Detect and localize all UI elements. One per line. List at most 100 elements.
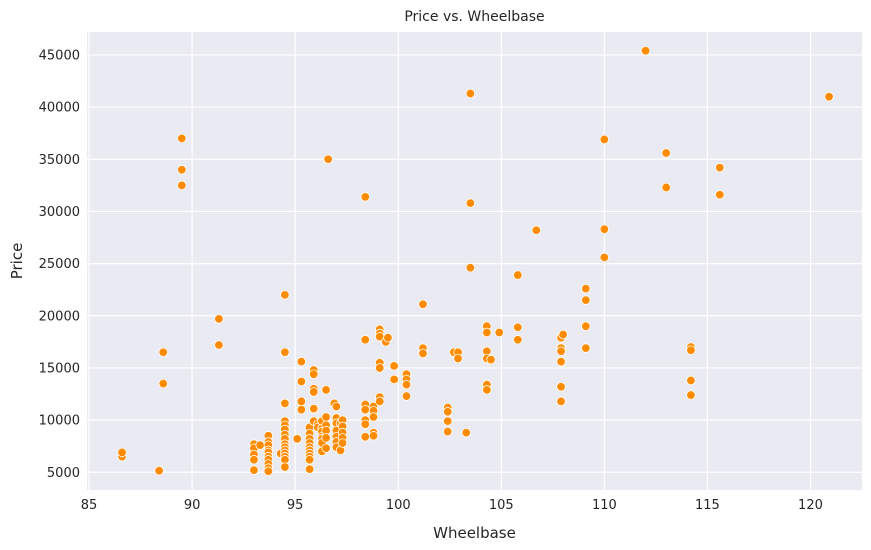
y-tick-labels: 5000 10000 15000 20000 25000 30000 35000 40000 4… (39, 48, 80, 480)
data-point (117, 447, 127, 458)
data-point (321, 443, 331, 453)
y-tick-label: 15000 (39, 361, 80, 376)
data-point (556, 346, 566, 356)
chart-title: Price vs. Wheelbase (404, 9, 544, 25)
y-tick-label: 20000 (39, 309, 80, 324)
data-point (581, 343, 591, 353)
data-point (686, 345, 696, 355)
data-point (309, 369, 319, 379)
data-point (214, 314, 224, 324)
data-point (581, 295, 591, 305)
data-point (513, 335, 523, 345)
data-point (292, 434, 302, 444)
data-point (661, 148, 671, 158)
data-point (686, 375, 696, 386)
data-point (389, 361, 399, 371)
data-point (558, 329, 568, 340)
data-point (360, 419, 370, 429)
y-tick-label: 25000 (39, 257, 80, 272)
data-point (465, 198, 476, 208)
data-point (214, 340, 224, 350)
data-point (255, 440, 265, 450)
data-point (321, 412, 331, 422)
data-point (280, 398, 290, 409)
data-point (360, 432, 370, 442)
data-point (177, 133, 187, 144)
data-point (443, 407, 453, 417)
data-point (177, 165, 187, 175)
data-point (158, 378, 168, 389)
data-point (494, 327, 504, 338)
data-point (360, 192, 370, 202)
data-point (599, 252, 610, 263)
data-point (249, 455, 259, 465)
data-point (581, 283, 591, 294)
data-point (296, 356, 307, 367)
data-point (599, 134, 610, 145)
data-point (360, 404, 370, 415)
data-point (465, 263, 476, 273)
data-point (374, 363, 385, 373)
data-point (401, 379, 412, 390)
data-point (443, 416, 453, 426)
data-point (331, 401, 342, 412)
data-point (556, 382, 566, 392)
data-point (824, 91, 834, 102)
data-point (389, 374, 399, 385)
data-point (686, 390, 696, 400)
data-point (418, 299, 428, 309)
data-point (374, 396, 385, 407)
data-point (461, 427, 471, 438)
data-point (531, 225, 542, 235)
data-point (263, 466, 274, 476)
data-point (443, 426, 453, 437)
data-point (360, 335, 370, 345)
data-point (296, 404, 307, 415)
x-tick-label: 120 (798, 498, 823, 513)
x-tick-labels: 85 90 95 100 105 110 115 120 (81, 498, 823, 513)
data-point (715, 162, 725, 173)
data-point (280, 462, 290, 472)
data-point (177, 180, 187, 191)
data-point (486, 354, 496, 365)
data-point (368, 412, 379, 422)
data-point (321, 433, 331, 443)
data-point (296, 376, 307, 387)
data-point (465, 88, 476, 99)
data-point (556, 396, 566, 407)
data-point (323, 154, 333, 164)
data-point (337, 438, 348, 448)
y-tick-label: 30000 (39, 205, 80, 220)
x-axis-label: Wheelbase (433, 524, 516, 542)
data-point (401, 391, 412, 401)
x-tick-label: 105 (489, 498, 514, 513)
data-point (280, 347, 290, 357)
x-tick-label: 90 (184, 498, 201, 513)
data-point (296, 396, 307, 407)
data-point (368, 431, 379, 441)
data-point (556, 356, 566, 367)
data-point (513, 270, 523, 280)
plot-area (87, 32, 862, 490)
y-axis-label: Price (8, 243, 26, 280)
data-point (158, 347, 168, 357)
data-point (304, 455, 315, 465)
x-tick-label: 100 (386, 498, 411, 513)
y-tick-label: 10000 (39, 414, 80, 429)
y-tick-label: 35000 (39, 153, 80, 168)
data-point (482, 385, 492, 395)
data-point (661, 182, 671, 193)
data-point (418, 348, 428, 359)
data-point (304, 464, 315, 474)
data-point (599, 224, 610, 234)
x-tick-label: 110 (592, 498, 617, 513)
data-point (249, 465, 259, 475)
data-point (309, 387, 319, 397)
x-tick-label: 95 (287, 498, 304, 513)
data-point (513, 322, 523, 332)
y-tick-label: 5000 (47, 466, 80, 481)
data-point (309, 403, 319, 414)
x-tick-label: 85 (81, 498, 98, 513)
data-point (154, 465, 164, 476)
